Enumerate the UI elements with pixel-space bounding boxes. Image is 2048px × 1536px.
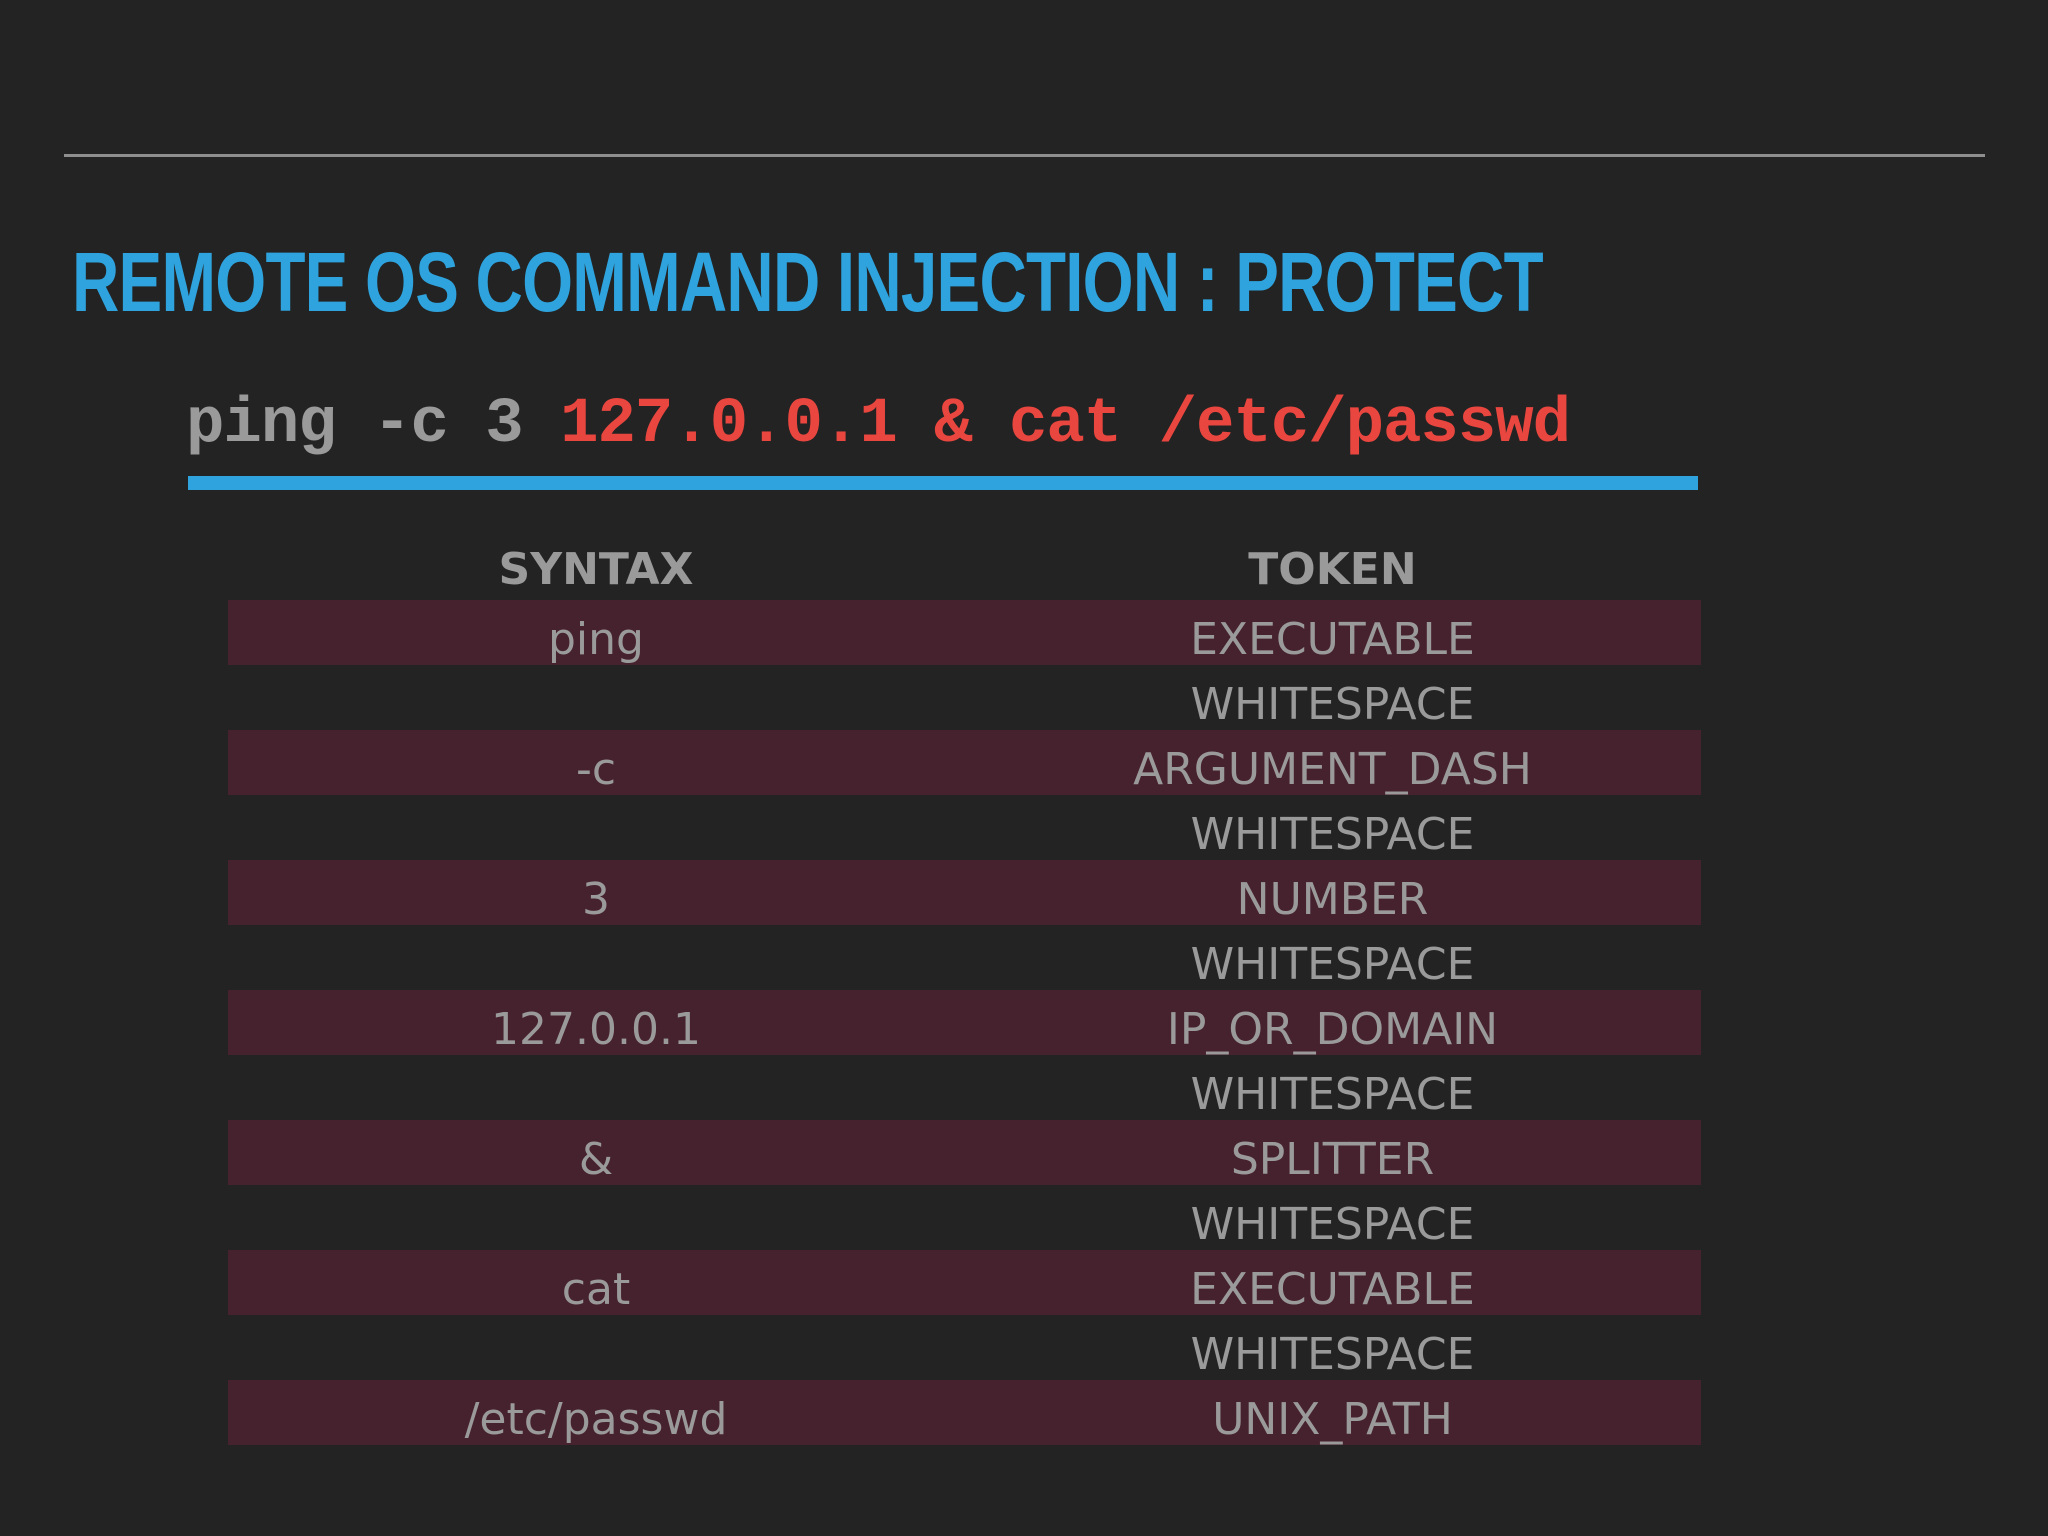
- slide-title: REMOTE OS COMMAND INJECTION : PROTECT: [72, 235, 1544, 329]
- table-row: -c ARGUMENT_DASH: [228, 730, 1701, 795]
- syntax-cell: [228, 795, 964, 860]
- syntax-cell: [228, 665, 964, 730]
- syntax-cell: &: [578, 1134, 614, 1185]
- syntax-cell: [228, 1185, 964, 1250]
- header-syntax: SYNTAX: [498, 544, 694, 595]
- syntax-cell: cat: [561, 1264, 631, 1315]
- command-underline: [188, 476, 1698, 490]
- token-cell: NUMBER: [1236, 874, 1429, 925]
- token-table: SYNTAX TOKEN ping EXECUTABLE WHITESPACE -c A…: [228, 540, 1701, 1445]
- token-cell: SPLITTER: [1230, 1134, 1435, 1185]
- command-prefix: ping -c 3: [186, 389, 561, 461]
- token-cell: WHITESPACE: [1190, 1329, 1475, 1380]
- table-row: WHITESPACE: [228, 1055, 1701, 1120]
- table-row: WHITESPACE: [228, 1315, 1701, 1380]
- table-row: 3 NUMBER: [228, 860, 1701, 925]
- token-cell: WHITESPACE: [1190, 809, 1475, 860]
- syntax-cell: 3: [582, 874, 610, 925]
- syntax-cell: ping: [548, 614, 644, 665]
- syntax-cell: [228, 1315, 964, 1380]
- table-row: WHITESPACE: [228, 795, 1701, 860]
- header-token: TOKEN: [1248, 544, 1417, 595]
- table-row: WHITESPACE: [228, 925, 1701, 990]
- table-row: & SPLITTER: [228, 1120, 1701, 1185]
- command-line: ping -c 3 127.0.0.1 & cat /etc/passwd: [186, 389, 1571, 461]
- table-body: ping EXECUTABLE WHITESPACE -c ARGUMENT_DASH W…: [228, 600, 1701, 1445]
- token-cell: UNIX_PATH: [1212, 1394, 1453, 1445]
- top-divider: [64, 154, 1985, 157]
- table-row: cat EXECUTABLE: [228, 1250, 1701, 1315]
- token-cell: WHITESPACE: [1190, 1199, 1475, 1250]
- token-cell: ARGUMENT_DASH: [1133, 744, 1532, 795]
- table-row: /etc/passwd UNIX_PATH: [228, 1380, 1701, 1445]
- syntax-cell: 127.0.0.1: [491, 1004, 701, 1055]
- command-injected-payload: 127.0.0.1 & cat /etc/passwd: [560, 389, 1571, 461]
- table-row: 127.0.0.1 IP_OR_DOMAIN: [228, 990, 1701, 1055]
- token-cell: WHITESPACE: [1190, 679, 1475, 730]
- table-row: WHITESPACE: [228, 665, 1701, 730]
- syntax-cell: /etc/passwd: [464, 1394, 728, 1445]
- table-row: WHITESPACE: [228, 1185, 1701, 1250]
- token-cell: EXECUTABLE: [1190, 614, 1475, 665]
- syntax-cell: [228, 925, 964, 990]
- table-row: ping EXECUTABLE: [228, 600, 1701, 665]
- syntax-cell: [228, 1055, 964, 1120]
- token-cell: IP_OR_DOMAIN: [1166, 1004, 1499, 1055]
- token-cell: WHITESPACE: [1190, 939, 1475, 990]
- token-cell: WHITESPACE: [1190, 1069, 1475, 1120]
- table-header: SYNTAX TOKEN: [228, 540, 1701, 600]
- syntax-cell: -c: [575, 744, 617, 795]
- token-cell: EXECUTABLE: [1190, 1264, 1475, 1315]
